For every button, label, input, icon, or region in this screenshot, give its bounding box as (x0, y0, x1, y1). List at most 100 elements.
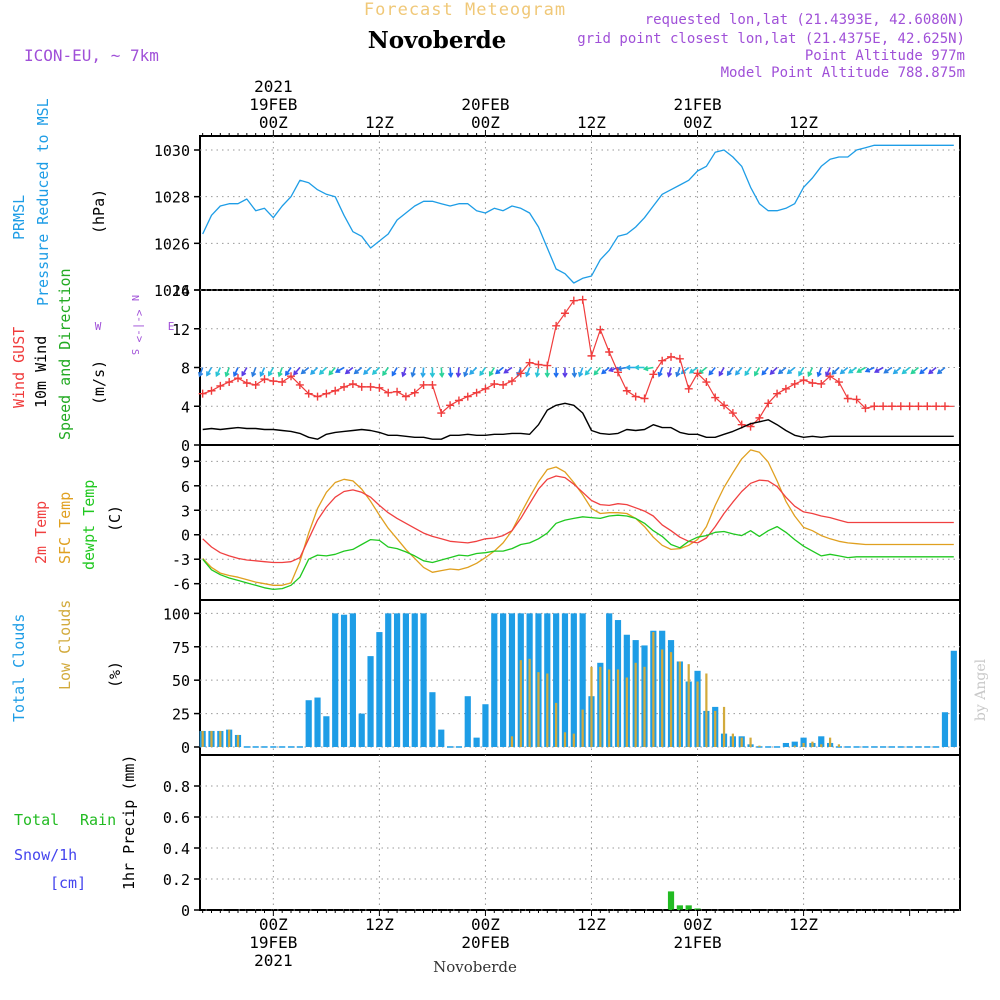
wind-gust-marker (896, 402, 905, 411)
snow-label: Snow/1h (14, 846, 77, 864)
wind-gust-marker (658, 356, 667, 365)
wind-gust-marker (702, 378, 711, 387)
wind-gust-marker (870, 402, 879, 411)
wind-gust-marker (516, 369, 525, 378)
low-cloud-bar (811, 741, 814, 747)
total-cloud-bar (491, 613, 498, 747)
wind-gust-marker (269, 377, 278, 386)
wind-gust-marker (313, 392, 322, 401)
top-time-label: 12Z (577, 113, 606, 132)
wind-ytick-label: 0 (181, 437, 190, 455)
low-cloud-bar (519, 660, 522, 747)
wind-arrow-head (726, 370, 732, 377)
wind-ytick-label: 16 (172, 282, 190, 300)
low-cloud-bar (678, 661, 681, 747)
wind-arrow-head (761, 370, 767, 376)
wind-arrow-head (215, 371, 221, 378)
wind-rose-arrow: <-|-> (133, 309, 146, 342)
wind-gust-marker (216, 381, 225, 390)
total-cloud-bar (482, 704, 489, 747)
wind-rose-n: N (129, 295, 140, 301)
wind-gust-marker (428, 380, 437, 389)
wind-arrow-head (300, 369, 306, 375)
top-time-label: 12Z (789, 113, 818, 132)
wind-arrow-head (856, 368, 862, 373)
wind-arrow-head (593, 370, 599, 376)
total-cloud-bar (402, 613, 409, 747)
low-cloud-bar (661, 649, 664, 747)
clouds-ytick-label: 75 (172, 639, 190, 657)
wind-gust-marker (843, 394, 852, 403)
dewpt-line (202, 514, 954, 591)
wind-arrow-head (267, 371, 273, 377)
wind-arrow-head (744, 370, 750, 377)
low-cloud-bar (722, 706, 726, 747)
temp-unit-label: (C) (106, 505, 124, 532)
wind-arrow-head (675, 371, 681, 378)
wind-arrow-head (524, 371, 531, 378)
model-label: ICON-EU, ~ 7km (24, 46, 159, 65)
wind-arrow-head (718, 371, 724, 377)
requested-coords: requested lon,lat (21.4393E, 42.6080N) (645, 12, 965, 28)
cloud-unit-label: (%) (106, 661, 124, 688)
wind-gust-marker (667, 352, 676, 361)
low-cloud-bar (749, 737, 752, 747)
point-altitude: Point Altitude 977m (805, 48, 965, 64)
wind-gust-marker (207, 386, 216, 395)
wind-arrow-head (578, 371, 584, 378)
footer-station: Novoberde (433, 958, 517, 976)
wind-gust-marker (790, 379, 799, 388)
wind-gust-marker (728, 409, 737, 418)
model-altitude: Model Point Altitude 788.875m (721, 65, 965, 81)
wind-arrow-head (839, 369, 845, 375)
wind-arrow-head (206, 371, 211, 377)
rain-bar (685, 905, 692, 910)
wind-arrow-head (328, 370, 334, 376)
top-time-label: 00Z (471, 113, 500, 132)
station-title: Novoberde (368, 27, 507, 54)
total-cloud-bar (429, 692, 436, 747)
rain-label-a: Total (14, 811, 59, 829)
low-cloud-bar (228, 729, 231, 747)
total-cloud-bar (473, 737, 480, 747)
wind-gust-marker (631, 392, 640, 401)
precip-ytick-label: 0.2 (163, 871, 190, 889)
low-cloud-bar (793, 745, 796, 747)
top-year-label: 2021 (254, 77, 293, 96)
wind-arrow-head (429, 372, 436, 379)
wind-gust-marker (640, 394, 649, 403)
wind-arrow-head (754, 371, 759, 377)
rain-label-b: Rain (80, 811, 116, 829)
clouds-ytick-label: 0 (181, 739, 190, 757)
pressure-ytick-label: 1026 (154, 235, 190, 253)
wind-arrow-head (562, 372, 568, 379)
low-cloud-bar (219, 730, 222, 747)
pressure-ytick-label: 1024 (154, 282, 190, 300)
wind-gust-marker (490, 379, 499, 388)
total-cloud-bar (367, 656, 374, 747)
wind-gust-marker (887, 402, 896, 411)
wind-arrow-head (232, 371, 238, 378)
total-cloud-bar (393, 613, 401, 747)
total-cloud-bar (385, 613, 392, 747)
wind-arrow-head (807, 371, 813, 378)
wind-gust-marker (446, 401, 455, 410)
wind-gust-marker (817, 379, 826, 388)
wind-labels: Wind GUST 10m Wind Speed and Direction (… (10, 268, 174, 440)
wind-arrow-head (439, 372, 445, 379)
total-clouds-label: Total Clouds (10, 614, 28, 722)
precip-panel-frame (199, 754, 961, 911)
wind-arrow-head (928, 369, 934, 375)
clouds-ytick-label: 50 (172, 672, 190, 690)
wind-gust-marker (348, 379, 357, 388)
wind-arrow-head (455, 372, 462, 379)
wind-gust-marker (605, 348, 614, 356)
wind-gust-line (202, 299, 954, 428)
wind-gust-marker (384, 388, 393, 397)
low-cloud-bar (201, 730, 204, 747)
wind-gust-marker (419, 380, 428, 389)
wind-arrow-head (224, 371, 230, 378)
wind-arrow-head (625, 364, 631, 371)
wind-gust-marker (499, 380, 508, 389)
